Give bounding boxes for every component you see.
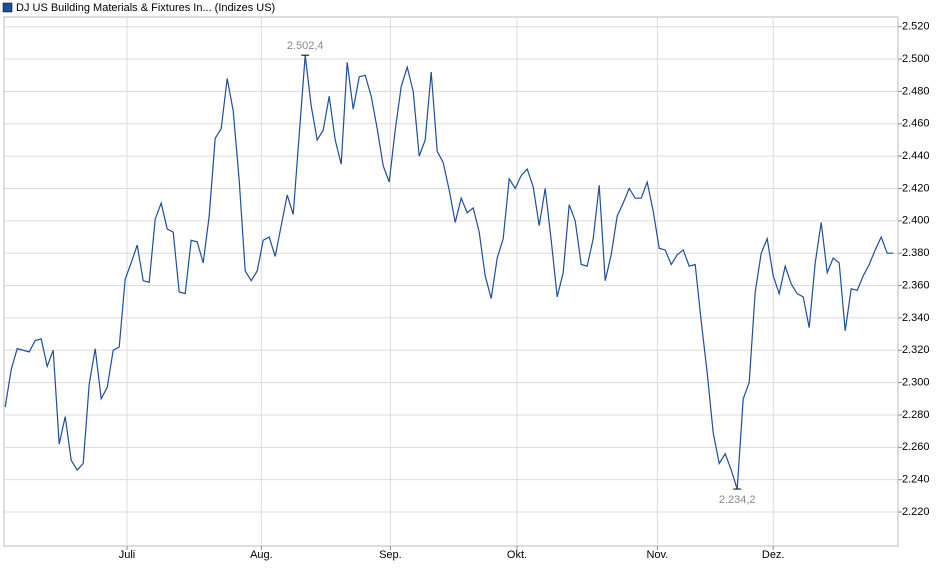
- y-tick-label: 2.220: [902, 506, 930, 518]
- y-tick-label: 2.340: [902, 312, 930, 324]
- min-label: 2.234,2: [719, 494, 756, 506]
- y-tick-label: 2.440: [902, 150, 930, 162]
- line: [4, 55, 894, 490]
- y-tick-label: 2.260: [902, 441, 930, 453]
- x-tick-label: Juli: [119, 549, 136, 561]
- plot-area: [3, 16, 899, 547]
- x-tick-label: Dez.: [762, 549, 785, 561]
- y-tick-label: 2.300: [902, 377, 930, 389]
- y-tick-label: 2.360: [902, 279, 930, 291]
- legend-label: DJ US Building Materials & Fixtures In..…: [16, 2, 275, 14]
- x-tick-label: Okt.: [507, 549, 527, 561]
- y-tick-label: 2.500: [902, 53, 930, 65]
- y-tick-label: 2.380: [902, 247, 930, 259]
- y-tick-label: 2.420: [902, 182, 930, 194]
- y-tick-label: 2.460: [902, 118, 930, 130]
- y-tick-label: 2.520: [902, 21, 930, 33]
- y-tick-label: 2.480: [902, 85, 930, 97]
- max-label: 2.502,4: [287, 40, 324, 52]
- legend-swatch: [2, 2, 13, 13]
- x-tick-label: Nov.: [646, 549, 668, 561]
- y-tick-label: 2.400: [902, 215, 930, 227]
- y-tick-label: 2.320: [902, 344, 930, 356]
- y-tick-label: 2.280: [902, 409, 930, 421]
- y-tick-label: 2.240: [902, 474, 930, 486]
- x-tick-label: Sep.: [379, 549, 402, 561]
- x-tick-label: Aug.: [250, 549, 273, 561]
